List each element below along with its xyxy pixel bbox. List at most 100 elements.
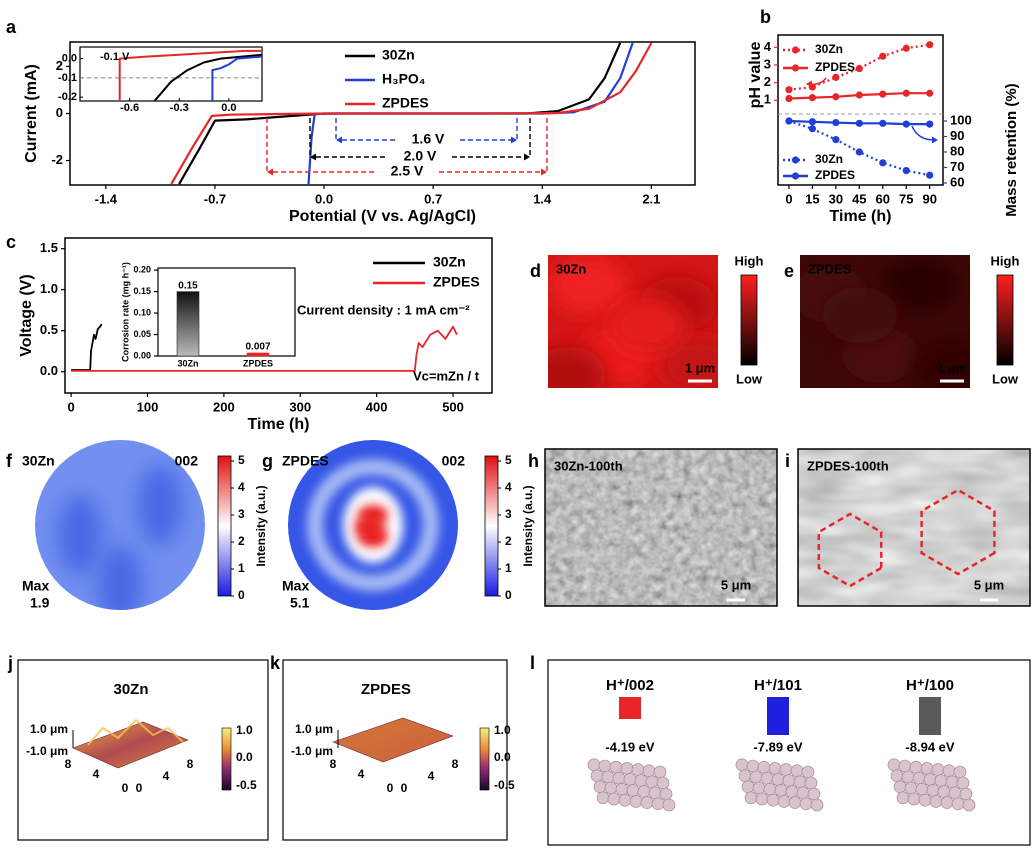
atom: [918, 793, 932, 807]
y-axis-title: pH value: [747, 42, 764, 109]
x-axis-title: Time (h): [830, 208, 892, 225]
legend-label: 30Zn: [382, 47, 415, 63]
marker: [879, 52, 887, 60]
atom: [752, 781, 766, 795]
axis-tick-label: 0: [387, 781, 394, 795]
x-tick-label: 0: [67, 399, 74, 414]
x-tick-label: 0.7: [424, 191, 442, 206]
atom: [807, 787, 821, 801]
colorbar-tick-label: 4: [238, 480, 245, 494]
axis-tick-label: 4: [163, 769, 170, 783]
atom: [962, 798, 976, 812]
atom: [912, 771, 926, 785]
arrow-head: [541, 168, 547, 176]
annotation: Vc=mZn / t: [413, 368, 480, 383]
annotation: 1.6 V: [412, 131, 445, 147]
inset-x-tick-label: ZPDES: [243, 358, 273, 368]
panel-letter: i: [785, 451, 790, 471]
colorbar-tick-label: -0.5: [236, 778, 257, 792]
marker: [926, 171, 934, 179]
atom: [951, 797, 965, 811]
legend-marker: [791, 172, 800, 180]
colorbar-tick-label: 3: [505, 507, 512, 521]
scale-label: 1 μm: [937, 360, 967, 375]
colorbar: [996, 274, 1014, 366]
atom: [749, 770, 763, 784]
bar-value-label: 0.15: [178, 280, 198, 291]
z-bottom-label: -1.0 μm: [291, 744, 333, 758]
atom: [640, 796, 654, 809]
colorbar-tick-label: 5: [238, 453, 245, 467]
atom: [942, 764, 956, 778]
atom: [887, 758, 901, 772]
atom: [777, 795, 791, 808]
atom: [596, 791, 610, 805]
surface-base: [72, 721, 189, 769]
marker: [902, 44, 910, 52]
panel-title: 30Zn-100th: [554, 458, 623, 473]
atom: [926, 784, 940, 797]
marker: [926, 89, 934, 97]
inset-x-tick-label: 30Zn: [177, 358, 198, 368]
y-axis-title: Voltage (V): [18, 274, 35, 356]
panel-letter: a: [6, 17, 17, 37]
arrow-head: [511, 136, 517, 144]
axes-frame: [777, 34, 944, 186]
colorbar: [217, 455, 232, 597]
atom: [923, 773, 937, 786]
atom: [915, 782, 929, 796]
x-tick-label: 1.4: [533, 191, 552, 206]
sem-frame: [797, 448, 1031, 607]
marker: [832, 135, 840, 144]
atom: [790, 764, 804, 778]
atom: [931, 763, 945, 776]
colorbar-tick-label: 5: [505, 453, 512, 467]
inset-x-tick-label: -0.6: [120, 102, 139, 114]
sem-frame: [544, 448, 778, 607]
plane-label: 002: [442, 453, 466, 469]
colorbar-title: Intensity (a.u.): [521, 485, 535, 566]
atom: [612, 771, 626, 785]
pole-texture: [98, 545, 142, 610]
x-tick-label: 0: [785, 191, 792, 206]
colorbar-tick-label: 1.0: [494, 723, 511, 737]
surface-relief: [87, 718, 184, 746]
pole-texture: [354, 517, 384, 537]
axis-tick-label: 4: [93, 767, 100, 781]
atom: [609, 760, 623, 774]
x-tick-label: 0.0: [315, 191, 333, 206]
marker: [785, 86, 793, 94]
atom: [896, 791, 910, 805]
atom: [656, 776, 670, 790]
atom: [744, 791, 758, 805]
legend-marker: [791, 46, 800, 54]
adsorption-swatch: [767, 697, 789, 735]
marker: [879, 119, 887, 127]
max-value: 5.1: [290, 595, 310, 611]
atom: [890, 769, 904, 783]
y-tick-label: 0.0: [40, 363, 58, 378]
panel-frame: [547, 659, 1031, 846]
atom: [909, 760, 923, 774]
scale-label: 5 μm: [721, 577, 751, 592]
axis-tick-label: 0: [401, 781, 408, 795]
colorbar-tick-label: 0: [238, 588, 245, 602]
heatmap-texture: [550, 257, 626, 313]
marker: [926, 41, 934, 49]
atom: [618, 793, 632, 807]
annotation: 2.5 V: [391, 163, 424, 179]
y-tick-label: 1.5: [40, 240, 58, 255]
z-top-label: 1.0 μm: [295, 722, 333, 736]
marker: [808, 125, 817, 133]
pole-texture: [138, 465, 182, 545]
colorbar-high: High: [735, 253, 764, 268]
panel-letter: h: [528, 451, 539, 471]
atom: [799, 797, 813, 811]
axis-arrow: [911, 125, 935, 141]
colorbar-tick-label: 4: [505, 480, 512, 494]
y-tick-label: 60: [950, 174, 964, 189]
atom: [757, 760, 771, 774]
atom: [907, 792, 921, 806]
marker: [902, 120, 910, 128]
atom: [604, 781, 618, 795]
